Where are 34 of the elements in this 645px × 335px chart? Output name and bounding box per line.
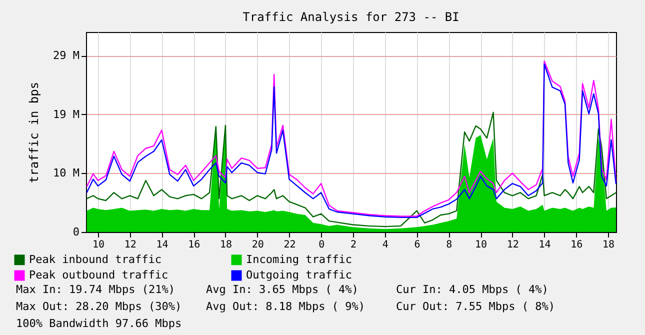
y-tick-label: 0 [72, 226, 80, 238]
text: Avg In: 3.65 Mbps ( 4%) [206, 283, 358, 296]
x-tick-label: 16 [188, 240, 200, 250]
x-tick-label: 2 [350, 240, 357, 250]
x-tick-label: 10 [92, 240, 104, 250]
x-tick-label: 14 [156, 240, 168, 250]
chart-title: Traffic Analysis for 273 -- BI [242, 10, 460, 24]
x-tick-label: 6 [414, 240, 420, 250]
y-tick-label: 29 M [53, 49, 80, 62]
x-tick-label: 22 [284, 240, 296, 250]
legend-label: Peak inbound traffic [29, 252, 162, 266]
x-tick-label: 8 [446, 240, 452, 250]
text: 100% Bandwidth 97.66 Mbps [16, 317, 182, 330]
x-tick-label: 14 [538, 240, 551, 250]
x-tick-label: 18 [220, 240, 232, 250]
text: Cur In: 4.05 Mbps ( 4%) [396, 283, 548, 296]
y-axis-title: traffic in bps [27, 82, 42, 184]
x-tick-label: 18 [602, 240, 615, 250]
x-tick-label: 16 [570, 240, 583, 250]
y-tick-label: 19 M [53, 108, 80, 121]
text: Cur Out: 7.55 Mbps ( 8%) [396, 300, 555, 313]
x-tick-label: 0 [318, 240, 325, 250]
legend-label: Outgoing traffic [246, 268, 352, 282]
legend-label: Incoming traffic [246, 252, 352, 266]
x-tick-label: 12 [124, 240, 136, 250]
x-tick-label: 12 [506, 240, 519, 250]
x-tick-label: 20 [252, 240, 264, 250]
text: Max In: 19.74 Mbps (21%) [16, 283, 175, 296]
text: Max Out: 28.20 Mbps (30%) [16, 300, 182, 313]
x-tick-label: 10 [474, 240, 488, 250]
legend-label: Peak outbound traffic [29, 268, 168, 282]
x-tick-label: 4 [382, 240, 388, 250]
y-tick-label: 10 M [53, 166, 80, 180]
text: Avg Out: 8.18 Mbps ( 9%) [206, 300, 365, 313]
